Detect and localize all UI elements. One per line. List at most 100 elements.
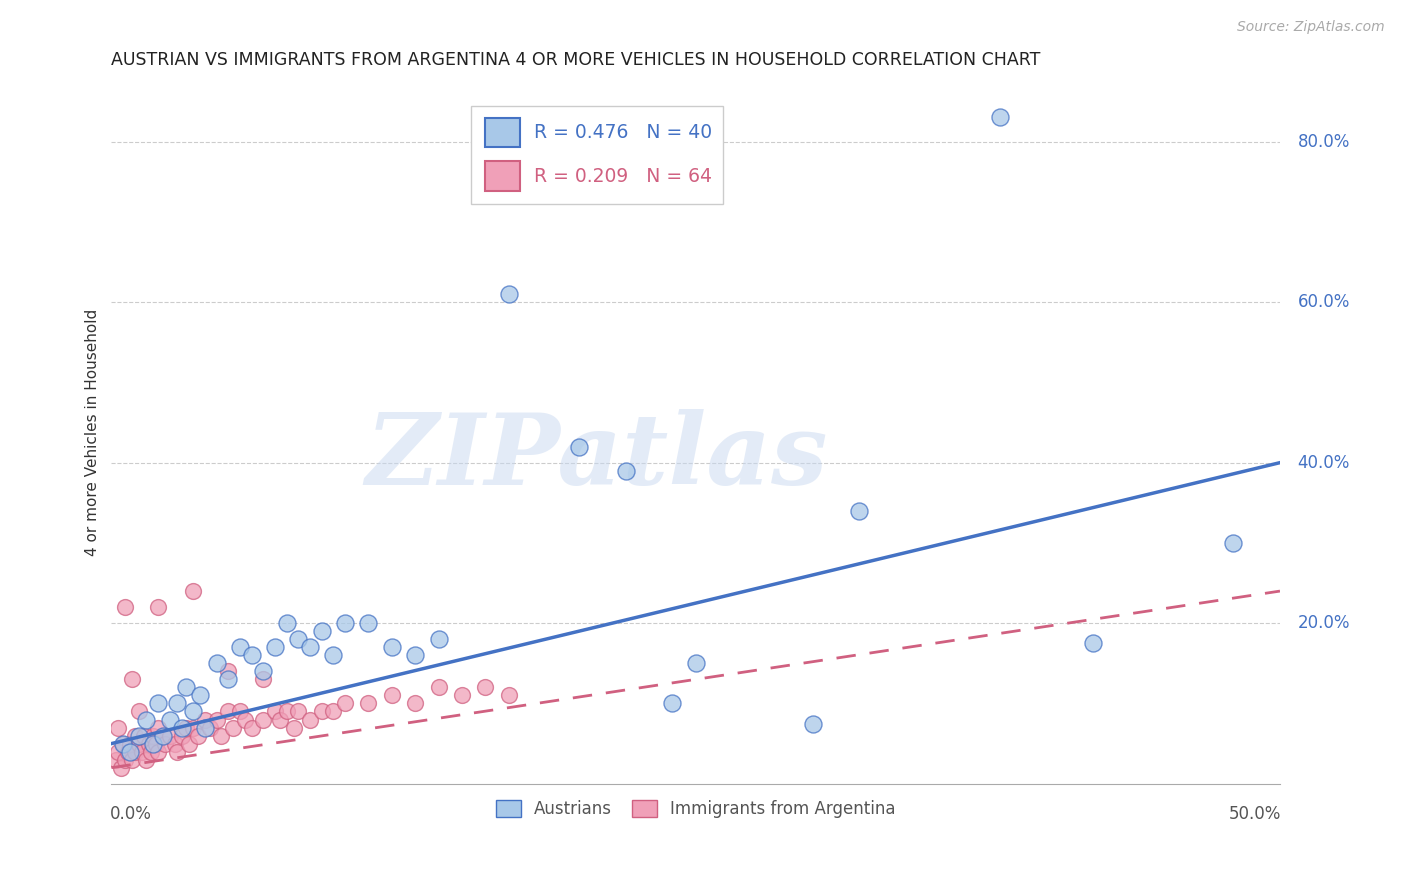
Point (187, 729, 209, 743)
Text: AUSTRIAN VS IMMIGRANTS FROM ARGENTINA 4 OR MORE VEHICLES IN HOUSEHOLD CORRELATIO: AUSTRIAN VS IMMIGRANTS FROM ARGENTINA 4 … (111, 51, 1040, 69)
Point (269, 713, 291, 727)
Point (252, 713, 274, 727)
Text: 50.0%: 50.0% (1229, 805, 1281, 822)
Point (801, 716, 824, 731)
Point (404, 697, 426, 711)
Point (121, 753, 143, 767)
Point (110, 761, 132, 775)
Point (170, 721, 193, 735)
Point (217, 665, 239, 679)
Point (264, 640, 287, 655)
Point (134, 729, 156, 743)
Point (299, 640, 322, 655)
Point (121, 673, 143, 687)
Point (131, 745, 153, 759)
Point (146, 600, 169, 615)
Point (333, 697, 356, 711)
Point (299, 713, 322, 727)
Text: R = 0.476   N = 40: R = 0.476 N = 40 (534, 123, 713, 142)
Point (205, 713, 228, 727)
Text: 40.0%: 40.0% (1298, 454, 1350, 472)
Point (145, 737, 167, 751)
Point (848, 504, 870, 518)
Point (474, 681, 496, 695)
Point (283, 721, 305, 735)
Point (322, 648, 344, 663)
Text: 60.0%: 60.0% (1298, 293, 1350, 311)
Point (181, 584, 204, 599)
Point (174, 681, 197, 695)
Point (194, 721, 217, 735)
Point (240, 721, 263, 735)
Point (614, 464, 637, 478)
Point (159, 729, 181, 743)
Point (142, 737, 165, 751)
Point (685, 657, 707, 671)
Point (568, 440, 591, 454)
Point (240, 648, 263, 663)
Point (252, 673, 274, 687)
Text: 0.0%: 0.0% (110, 805, 152, 822)
Point (166, 697, 188, 711)
Point (153, 737, 176, 751)
Point (357, 616, 380, 631)
Point (177, 737, 200, 751)
Point (498, 689, 520, 703)
Point (311, 624, 333, 639)
Point (217, 673, 239, 687)
Point (381, 689, 404, 703)
Legend: Austrians, Immigrants from Argentina: Austrians, Immigrants from Argentina (489, 793, 903, 824)
Point (357, 697, 380, 711)
Point (333, 616, 356, 631)
Point (170, 729, 193, 743)
Point (222, 721, 245, 735)
Text: R = 0.209   N = 64: R = 0.209 N = 64 (534, 167, 713, 186)
FancyBboxPatch shape (485, 161, 520, 191)
Point (427, 681, 450, 695)
Point (146, 697, 169, 711)
Point (209, 729, 232, 743)
Point (128, 705, 150, 719)
Point (117, 745, 139, 759)
Point (135, 753, 157, 767)
Point (311, 705, 333, 719)
Point (139, 745, 162, 759)
FancyBboxPatch shape (471, 106, 723, 204)
Point (112, 737, 135, 751)
Point (217, 705, 239, 719)
Point (107, 745, 129, 759)
Point (229, 705, 252, 719)
Point (146, 745, 169, 759)
Point (1081, 636, 1104, 650)
Point (128, 737, 150, 751)
Point (264, 705, 287, 719)
Point (124, 729, 146, 743)
Point (163, 737, 186, 751)
Point (427, 632, 450, 647)
Point (107, 721, 129, 735)
Point (188, 689, 211, 703)
Point (322, 705, 344, 719)
Point (198, 721, 221, 735)
Point (181, 721, 204, 735)
Point (159, 713, 181, 727)
Point (152, 729, 174, 743)
Point (229, 640, 252, 655)
Point (276, 705, 298, 719)
Point (381, 640, 404, 655)
Point (114, 600, 136, 615)
Point (287, 705, 309, 719)
Point (276, 616, 298, 631)
Point (166, 745, 188, 759)
Text: ZIPatlas: ZIPatlas (366, 409, 828, 506)
Text: Source: ZipAtlas.com: Source: ZipAtlas.com (1237, 20, 1385, 34)
Point (105, 753, 128, 767)
Point (404, 648, 426, 663)
FancyBboxPatch shape (485, 118, 520, 147)
Point (152, 729, 174, 743)
Point (205, 657, 228, 671)
Point (128, 729, 150, 743)
Point (498, 287, 520, 301)
Point (146, 721, 169, 735)
Point (194, 713, 217, 727)
